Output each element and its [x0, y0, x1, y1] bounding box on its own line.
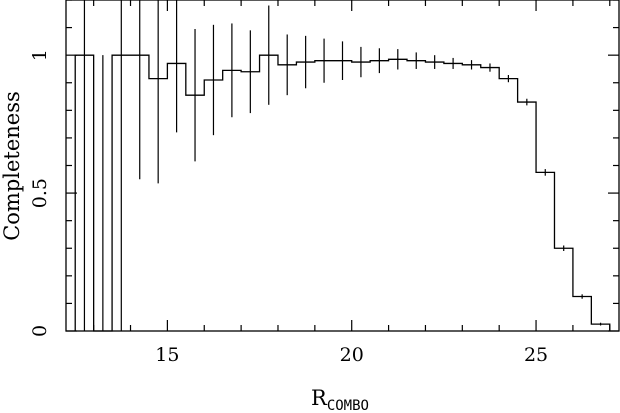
- x-tick-label-2: 25: [524, 344, 548, 366]
- y-axis-title: Completeness: [0, 91, 24, 241]
- y-tick-label-2: 1: [29, 49, 51, 61]
- y-tick-label-0: 0: [29, 325, 51, 337]
- y-tick-label-1: 0.5: [29, 178, 51, 208]
- tick-labels: 15 20 25 0 0.5 1: [29, 49, 548, 366]
- error-bars: [83, 0, 602, 331]
- x-tick-label-1: 20: [340, 344, 364, 366]
- completeness-step-line: [74, 54, 611, 332]
- x-axis-title-subscript: COMBO: [327, 398, 369, 413]
- x-axis-title-main: R: [311, 386, 328, 410]
- axis-ticks: [66, 0, 619, 332]
- x-axis-title: RCOMBO: [311, 386, 369, 413]
- x-tick-label-0: 15: [155, 344, 179, 366]
